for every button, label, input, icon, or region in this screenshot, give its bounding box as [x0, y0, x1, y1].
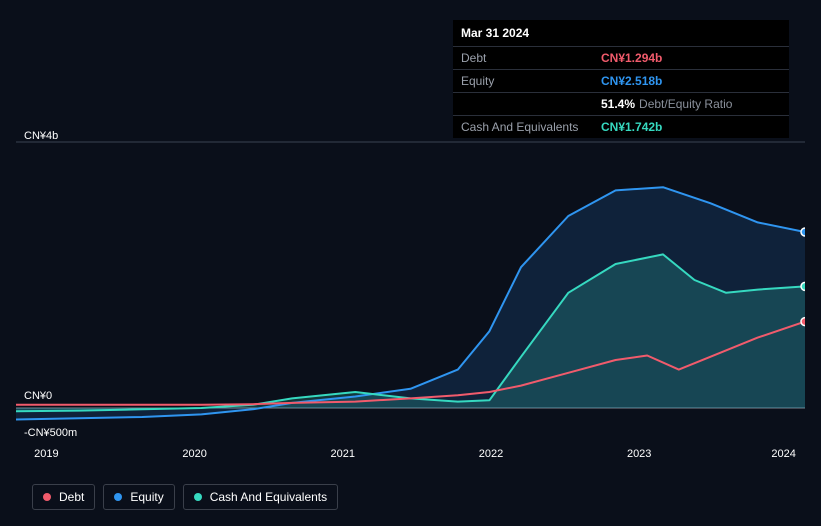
legend-dot-icon: [43, 493, 51, 501]
tooltip-row: 51.4%Debt/Equity Ratio: [453, 92, 789, 115]
tooltip-label: Debt: [461, 51, 601, 65]
tooltip-value: CN¥2.518b: [601, 74, 662, 88]
legend-item[interactable]: Equity: [103, 484, 174, 510]
tooltip-label: Equity: [461, 74, 601, 88]
legend-dot-icon: [114, 493, 122, 501]
tooltip-sub: Debt/Equity Ratio: [639, 97, 732, 111]
plot-area: [16, 120, 805, 440]
legend-label: Cash And Equivalents: [210, 490, 327, 504]
x-axis-label: 2023: [627, 448, 651, 460]
chart-tooltip: Mar 31 2024 DebtCN¥1.294bEquityCN¥2.518b…: [453, 20, 789, 138]
legend-label: Equity: [130, 490, 163, 504]
chart-container: Mar 31 2024 DebtCN¥1.294bEquityCN¥2.518b…: [16, 0, 805, 526]
x-axis-label: 2021: [331, 448, 355, 460]
legend-item[interactable]: Debt: [32, 484, 95, 510]
tooltip-row: EquityCN¥2.518b: [453, 69, 789, 92]
y-axis-label: CN¥4b: [24, 130, 58, 142]
tooltip-row: Cash And EquivalentsCN¥1.742b: [453, 115, 789, 138]
x-axis: 2019 2020 2021 2022 2023 2024: [16, 448, 805, 468]
tooltip-label: [461, 97, 601, 111]
chart-svg: [16, 120, 805, 440]
tooltip-value: CN¥1.742b: [601, 120, 662, 134]
series-end-marker: [801, 318, 805, 326]
series-end-marker: [801, 228, 805, 236]
y-axis-label: -CN¥500m: [24, 427, 77, 439]
tooltip-date: Mar 31 2024: [453, 20, 789, 46]
tooltip-value: 51.4%Debt/Equity Ratio: [601, 97, 732, 111]
series-end-marker: [801, 282, 805, 290]
y-axis-label: CN¥0: [24, 390, 52, 402]
tooltip-row: DebtCN¥1.294b: [453, 46, 789, 69]
legend-label: Debt: [59, 490, 84, 504]
series-area: [16, 254, 805, 411]
x-axis-label: 2024: [771, 448, 795, 460]
tooltip-value: CN¥1.294b: [601, 51, 662, 65]
x-axis-label: 2020: [182, 448, 206, 460]
legend-dot-icon: [194, 493, 202, 501]
x-axis-label: 2019: [34, 448, 58, 460]
legend: Debt Equity Cash And Equivalents: [32, 484, 338, 510]
legend-item[interactable]: Cash And Equivalents: [183, 484, 338, 510]
tooltip-label: Cash And Equivalents: [461, 120, 601, 134]
x-axis-label: 2022: [479, 448, 503, 460]
